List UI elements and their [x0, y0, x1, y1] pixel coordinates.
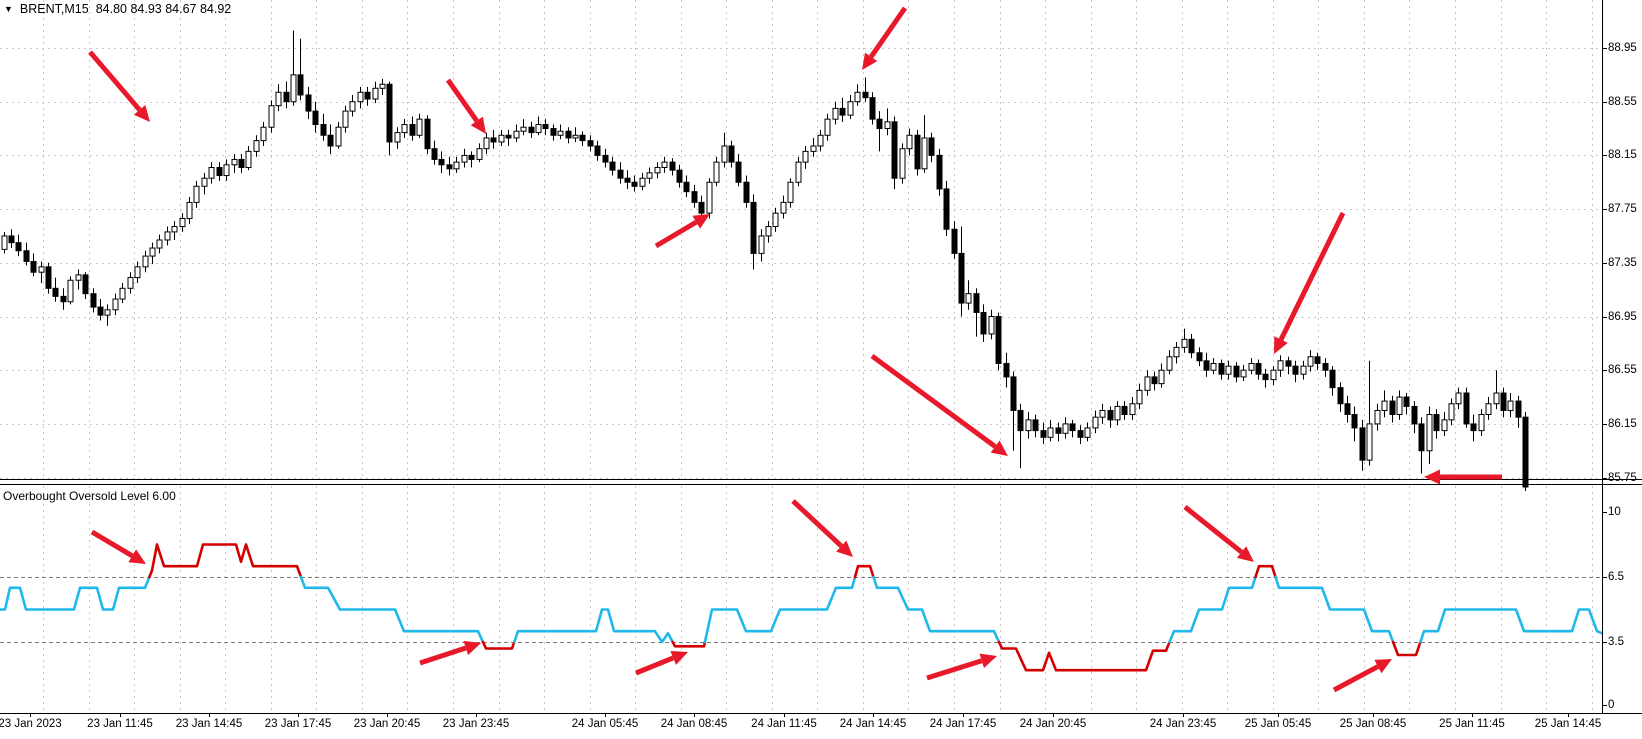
time-axis-label: 23 Jan 11:45 — [87, 718, 153, 730]
time-axis-label: 23 Jan 14:45 — [175, 718, 243, 730]
price-axis-label: 87.35 — [1608, 256, 1637, 269]
indicator-axis-label: 3.5 — [1608, 636, 1624, 648]
time-axis-label: 25 Jan 14:45 — [1534, 718, 1602, 730]
indicator-axis-label: 0 — [1608, 699, 1615, 711]
time-axis-label: 25 Jan 08:45 — [1339, 718, 1407, 730]
price-axis-label: 86.95 — [1608, 310, 1637, 323]
time-axis-label: 24 Jan 08:45 — [660, 718, 728, 730]
time-axis-label: 23 Jan 23:45 — [442, 718, 510, 730]
time-axis-label: 24 Jan 05:45 — [571, 718, 639, 730]
indicator-axis-label: 10 — [1608, 506, 1621, 518]
symbol-label: BRENT,M15 — [19, 2, 89, 16]
time-axis-label: 24 Jan 20:45 — [1019, 718, 1087, 730]
indicator-axis-label: 6.5 — [1608, 571, 1624, 583]
time-axis-label: 24 Jan 14:45 — [839, 718, 907, 730]
price-axis-label: 87.75 — [1608, 203, 1637, 216]
time-axis-label: 23 Jan 17:45 — [264, 718, 332, 730]
time-axis-label: 24 Jan 23:45 — [1149, 718, 1217, 730]
price-axis-label: 88.55 — [1608, 95, 1637, 108]
chart-header: ▼ BRENT,M15 84.80 84.93 84.67 84.92 — [4, 2, 231, 16]
time-axis-label: 23 Jan 2023 — [0, 718, 62, 730]
time-axis-label: 24 Jan 11:45 — [751, 718, 817, 730]
price-axis-label: 88.95 — [1608, 42, 1637, 54]
time-axis-label: 25 Jan 05:45 — [1244, 718, 1312, 730]
symbol-dropdown-icon[interactable]: ▼ — [4, 4, 13, 14]
indicator-label: Overbought Oversold Level 6.00 — [3, 489, 176, 503]
ohlc-values: 84.80 84.93 84.67 84.92 — [95, 2, 232, 16]
time-axis-label: 24 Jan 17:45 — [929, 718, 997, 730]
price-axis-label: 86.15 — [1608, 417, 1637, 430]
price-axis-label: 88.15 — [1608, 149, 1637, 162]
time-axis-label: 25 Jan 11:45 — [1439, 718, 1505, 730]
price-axis-label: 86.55 — [1608, 364, 1637, 377]
price-axis-label: 85.75 — [1608, 471, 1637, 484]
time-axis-label: 23 Jan 20:45 — [353, 718, 421, 730]
